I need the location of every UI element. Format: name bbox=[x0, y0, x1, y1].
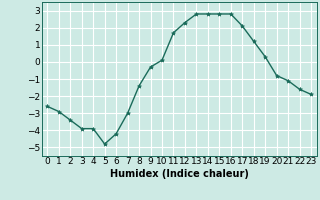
X-axis label: Humidex (Indice chaleur): Humidex (Indice chaleur) bbox=[110, 169, 249, 179]
